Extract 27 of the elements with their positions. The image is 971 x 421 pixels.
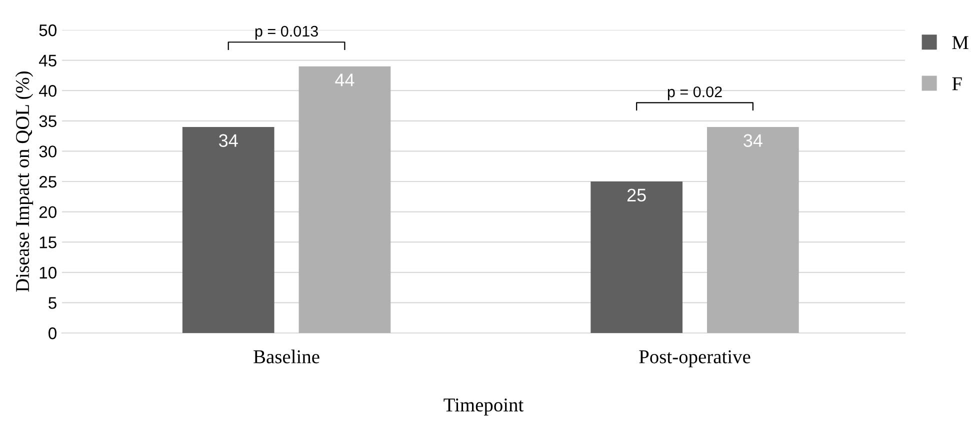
y-tick-label: 50 xyxy=(39,24,56,36)
y-tick-label: 40 xyxy=(38,85,56,97)
bar xyxy=(590,182,683,333)
data-label: 34 xyxy=(744,134,762,147)
bar xyxy=(707,126,799,333)
y-tick-label: 25 xyxy=(39,176,56,188)
data-label: 34 xyxy=(219,134,238,147)
y-tick-label: 15 xyxy=(40,236,56,248)
y-tick-label: 5 xyxy=(48,297,56,309)
x-tick-label: Post-operative xyxy=(639,350,750,368)
annotation: p = 0.013 xyxy=(255,26,318,40)
y-tick-label: 45 xyxy=(38,54,56,67)
y-axis-title: Disease Impact on QOL (%) xyxy=(15,71,34,292)
y-tick-label: 30 xyxy=(39,146,56,158)
y-tick-label: 20 xyxy=(39,206,56,218)
legend-label: M xyxy=(952,36,968,49)
data-label: 44 xyxy=(335,74,354,86)
y-tick-label: 10 xyxy=(40,266,56,279)
x-tick-label: Baseline xyxy=(254,350,320,364)
annotation: p = 0.02 xyxy=(668,86,722,100)
x-axis-title: Timepoint xyxy=(444,398,524,416)
bar xyxy=(298,66,391,333)
legend-label: F xyxy=(952,77,962,90)
data-label: 25 xyxy=(627,188,646,202)
bar xyxy=(182,126,274,333)
y-tick-label: 0 xyxy=(48,327,56,340)
y-tick-label: 35 xyxy=(39,115,56,128)
